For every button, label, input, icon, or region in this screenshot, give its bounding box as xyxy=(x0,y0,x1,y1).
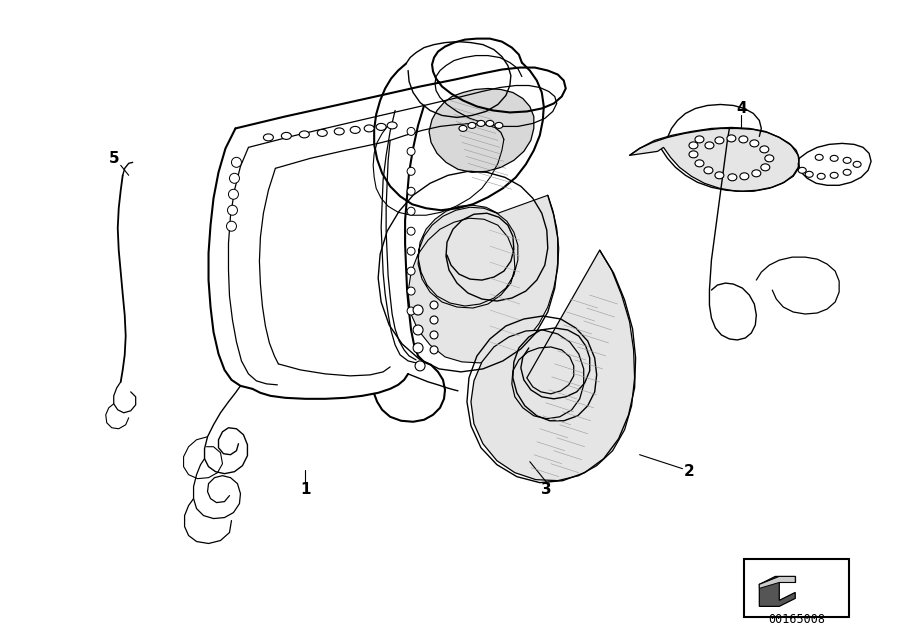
Circle shape xyxy=(231,157,241,167)
Circle shape xyxy=(407,207,415,215)
Circle shape xyxy=(413,343,423,353)
Bar xyxy=(744,560,849,618)
Ellipse shape xyxy=(350,127,360,134)
Text: 2: 2 xyxy=(684,464,695,479)
Ellipse shape xyxy=(817,174,825,179)
Ellipse shape xyxy=(843,169,851,176)
Ellipse shape xyxy=(318,129,328,136)
Ellipse shape xyxy=(843,157,851,163)
Polygon shape xyxy=(760,576,796,588)
Ellipse shape xyxy=(830,155,838,162)
Ellipse shape xyxy=(264,134,274,141)
Ellipse shape xyxy=(798,167,806,174)
Polygon shape xyxy=(429,88,534,172)
Circle shape xyxy=(407,287,415,295)
Text: 5: 5 xyxy=(108,151,119,166)
Ellipse shape xyxy=(728,174,737,181)
Circle shape xyxy=(228,205,238,215)
Ellipse shape xyxy=(495,122,503,128)
Ellipse shape xyxy=(715,137,724,144)
Polygon shape xyxy=(630,127,799,191)
Polygon shape xyxy=(760,576,796,606)
Ellipse shape xyxy=(815,155,824,160)
Ellipse shape xyxy=(695,136,704,143)
Circle shape xyxy=(413,305,423,315)
Ellipse shape xyxy=(752,170,760,177)
Circle shape xyxy=(413,325,423,335)
Circle shape xyxy=(407,187,415,195)
Ellipse shape xyxy=(760,164,770,171)
Ellipse shape xyxy=(376,123,386,130)
Text: 1: 1 xyxy=(300,482,310,497)
Ellipse shape xyxy=(387,122,397,129)
Ellipse shape xyxy=(695,160,704,167)
Ellipse shape xyxy=(739,136,748,143)
Circle shape xyxy=(227,221,237,232)
Ellipse shape xyxy=(705,142,714,149)
Circle shape xyxy=(407,307,415,315)
Circle shape xyxy=(430,346,438,354)
Ellipse shape xyxy=(760,146,769,153)
Circle shape xyxy=(230,174,239,183)
Ellipse shape xyxy=(689,151,698,158)
Ellipse shape xyxy=(334,128,344,135)
Circle shape xyxy=(407,227,415,235)
Circle shape xyxy=(407,267,415,275)
Ellipse shape xyxy=(300,131,310,138)
Ellipse shape xyxy=(704,167,713,174)
Circle shape xyxy=(430,331,438,339)
Ellipse shape xyxy=(477,120,485,127)
Ellipse shape xyxy=(765,155,774,162)
Circle shape xyxy=(407,127,415,135)
Ellipse shape xyxy=(750,140,759,147)
Ellipse shape xyxy=(740,173,749,180)
Ellipse shape xyxy=(364,125,374,132)
Ellipse shape xyxy=(459,125,467,132)
Ellipse shape xyxy=(486,120,494,127)
Circle shape xyxy=(407,148,415,155)
Ellipse shape xyxy=(830,172,838,178)
Circle shape xyxy=(407,167,415,176)
Ellipse shape xyxy=(689,142,698,149)
Text: 4: 4 xyxy=(736,101,747,116)
Ellipse shape xyxy=(715,172,724,179)
Polygon shape xyxy=(471,250,634,481)
Circle shape xyxy=(415,361,425,371)
Ellipse shape xyxy=(853,162,861,167)
Circle shape xyxy=(229,190,238,199)
Ellipse shape xyxy=(468,122,476,128)
Text: 00165008: 00165008 xyxy=(769,613,825,626)
Ellipse shape xyxy=(727,135,736,142)
Ellipse shape xyxy=(282,132,292,139)
Circle shape xyxy=(407,247,415,255)
Circle shape xyxy=(430,316,438,324)
Polygon shape xyxy=(408,195,559,363)
Circle shape xyxy=(430,301,438,309)
Text: 3: 3 xyxy=(542,482,552,497)
Ellipse shape xyxy=(806,171,814,177)
